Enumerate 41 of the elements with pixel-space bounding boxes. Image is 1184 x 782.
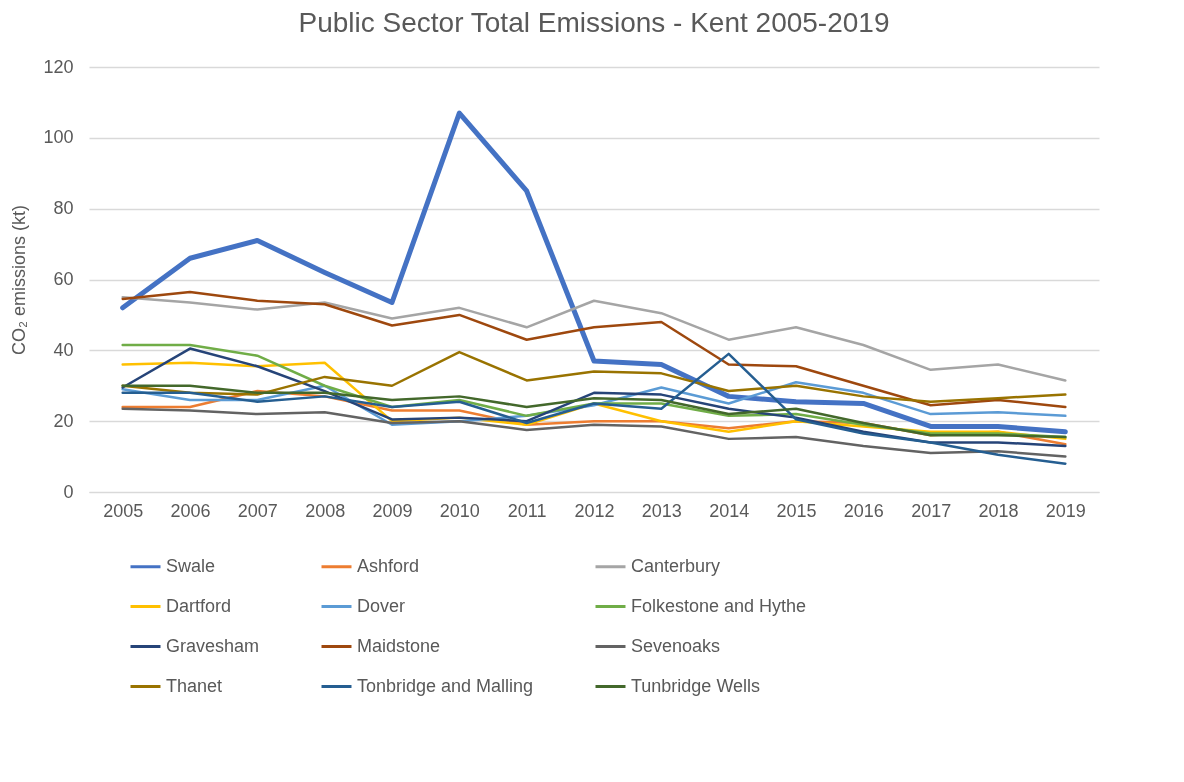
y-tick-label: 80 xyxy=(53,198,74,219)
legend-label: Tonbridge and Malling xyxy=(357,675,534,696)
x-tick-label: 2011 xyxy=(507,500,547,521)
legend-label: Canterbury xyxy=(631,555,721,576)
line-series xyxy=(121,407,1067,458)
x-tick-label: 2016 xyxy=(843,500,884,521)
legend-label: Dartford xyxy=(166,595,232,616)
legend-label: Gravesham xyxy=(166,635,260,656)
y-tick-label: 100 xyxy=(43,127,74,148)
legend-label: Tunbridge Wells xyxy=(631,675,761,696)
y-axis-title: CO₂ emissions (kt) xyxy=(9,204,30,356)
legend-label: Folkestone and Hythe xyxy=(631,595,807,616)
x-tick-label: 2010 xyxy=(439,500,480,521)
line-series xyxy=(121,290,1067,409)
x-tick-label: 2008 xyxy=(305,500,346,521)
x-tick-label: 2013 xyxy=(641,500,682,521)
line-series xyxy=(121,295,1067,382)
x-tick-label: 2007 xyxy=(237,500,278,521)
x-tick-label: 2017 xyxy=(911,500,952,521)
x-tick-label: 2006 xyxy=(170,500,211,521)
y-tick-label: 40 xyxy=(53,339,74,360)
x-tick-label: 2018 xyxy=(978,500,1019,521)
chart-title: Public Sector Total Emissions - Kent 2005-2019 xyxy=(298,7,890,38)
legend-label: Ashford xyxy=(357,555,420,576)
y-tick-label: 120 xyxy=(43,56,74,77)
legend-label: Sevenoaks xyxy=(631,635,721,656)
x-tick-label: 2014 xyxy=(709,500,750,521)
y-tick-label: 60 xyxy=(53,269,74,289)
line-series xyxy=(121,352,1067,465)
x-tick-label: 2015 xyxy=(776,500,817,521)
y-tick-label: 20 xyxy=(53,410,74,431)
line-series xyxy=(121,384,1067,439)
x-tick-label: 2005 xyxy=(103,500,144,521)
x-tick-label: 2019 xyxy=(1045,500,1086,521)
legend-label: Maidstone xyxy=(357,635,441,656)
legend-label: Dover xyxy=(357,595,406,616)
x-tick-label: 2012 xyxy=(574,500,615,521)
legend-label: Thanet xyxy=(166,675,223,696)
x-tick-label: 2009 xyxy=(372,500,413,521)
legend-label: Swale xyxy=(166,555,216,576)
y-tick-label: 0 xyxy=(63,481,74,502)
